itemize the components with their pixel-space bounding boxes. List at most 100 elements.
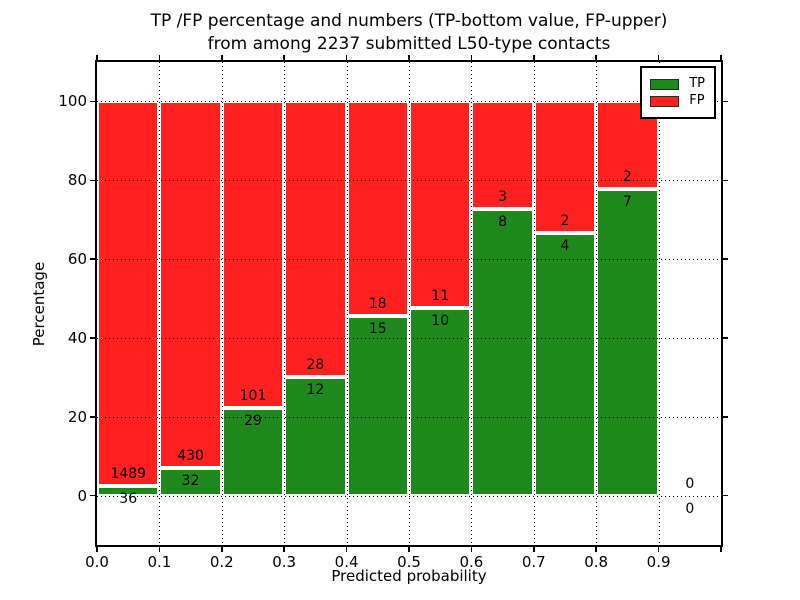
tp-bar-segment [159,468,222,496]
x-tick-label: 0.2 [209,553,234,571]
x-tick-mark [470,547,473,552]
y-tick-label: 20 [67,407,87,426]
fp-bar-segment [284,101,347,378]
tp-bar-segment [221,407,285,496]
x-tick-mark [657,547,660,552]
legend-label: TP [689,76,705,91]
x-tick-mark-top [657,55,660,60]
legend-item-tp: TP [650,77,705,91]
chart-title-line1: TP /FP percentage and numbers (TP-bottom… [150,11,668,31]
x-tick-label: 0.8 [584,553,609,571]
fp-bar-segment [159,101,222,469]
y-tick-mark-right [723,179,728,182]
y-tick-mark-right [723,416,728,418]
x-tick-mark [345,547,348,552]
tp-count-label: 12 [306,382,325,399]
v-gridline [221,62,223,545]
tp-count-label: 4 [560,237,570,254]
fp-count-label: 28 [306,357,325,374]
plot-area: 1489 36 430 32 101 29 28 12 18 15 11 10 3 8 2 4 2 7 0 0 TP F… [95,60,723,547]
tp-count-label: 7 [622,194,632,211]
tp-bar-segment [409,307,472,496]
x-tick-mark-top [408,55,410,60]
tp-count-label: 29 [244,412,262,429]
v-gridline [533,62,535,545]
v-gridline [658,62,660,545]
y-tick-mark-right [723,337,728,339]
x-tick-mark [408,547,410,552]
x-tick-mark [533,547,535,552]
fp-count-label: 2 [622,169,632,186]
y-tick-label: 40 [67,329,87,347]
y-axis-label: Percentage [30,261,48,347]
fp-bar-segment [97,101,160,487]
tp-count-label: 36 [119,491,138,508]
x-tick-label: 0.0 [85,553,109,571]
x-tick-mark-top [533,55,535,60]
y-tick-mark-right [723,494,728,497]
x-tick-mark-top [470,55,473,60]
fp-bar-segment [409,101,472,308]
fp-count-label: 3 [498,188,508,205]
legend: TP FP [640,66,716,119]
tp-bar-segment [533,232,597,496]
fp-count-label: 0 [685,475,695,492]
v-gridline [596,62,598,545]
tp-bar-segment [284,377,347,496]
fp-count-label: 101 [239,387,267,404]
fp-legend-swatch [650,95,680,107]
fp-bar-segment [221,101,285,408]
y-tick-mark [90,258,95,260]
y-tick-mark [90,100,95,103]
legend-item-fp: FP [650,94,705,108]
chart-title-line2: from among 2237 submitted L50-type conta… [207,34,611,54]
tp-count-label: 32 [181,473,200,490]
tp-count-label: 8 [498,213,508,230]
v-gridline [409,62,410,545]
x-tick-label: 0.5 [397,553,421,571]
x-tick-mark [595,547,597,552]
tp-count-label: 0 [685,500,695,517]
tp-bar-segment [471,208,534,496]
fp-bar-segment [471,101,534,209]
x-tick-label: 0.7 [521,553,546,571]
x-tick-label: 0.6 [459,553,484,571]
v-gridline [346,62,348,545]
x-tick-mark [221,547,223,552]
tp-count-label: 15 [368,321,387,338]
x-tick-label: 0.9 [646,553,671,571]
v-gridline [471,62,473,545]
chart-title: TP /FP percentage and numbers (TP-bottom… [97,10,721,56]
y-tick-mark [90,179,95,182]
x-tick-mark-top [221,55,223,60]
tp-bar-segment [596,189,659,496]
tp-bar-segment [346,316,409,496]
y-tick-label: 80 [67,171,87,190]
fp-count-label: 2 [560,212,570,229]
x-tick-mark-top [345,55,348,60]
x-tick-mark-top [158,55,161,60]
y-tick-label: 0 [77,486,87,505]
tp-legend-swatch [650,78,680,90]
fp-count-label: 18 [368,296,387,313]
y-tick-label: 100 [58,92,87,111]
fp-bar-segment [346,101,409,317]
y-tick-label: 60 [67,250,87,269]
x-tick-label: 0.3 [272,553,297,571]
v-gridline [159,62,161,545]
x-tick-label: 0.4 [334,553,359,571]
y-tick-mark [90,494,95,497]
x-tick-mark [96,547,98,552]
fp-count-label: 11 [431,287,450,304]
fp-count-label: 430 [177,448,204,465]
tp-bar-segment [97,486,160,496]
legend-label: FP [689,93,705,108]
y-tick-mark [90,416,95,418]
y-tick-mark-right [723,258,728,260]
x-tick-mark [720,547,722,552]
x-tick-mark-top [720,55,722,60]
x-tick-mark-top [595,55,597,60]
x-tick-label: 0.1 [147,553,172,571]
tp-count-label: 10 [431,312,450,329]
